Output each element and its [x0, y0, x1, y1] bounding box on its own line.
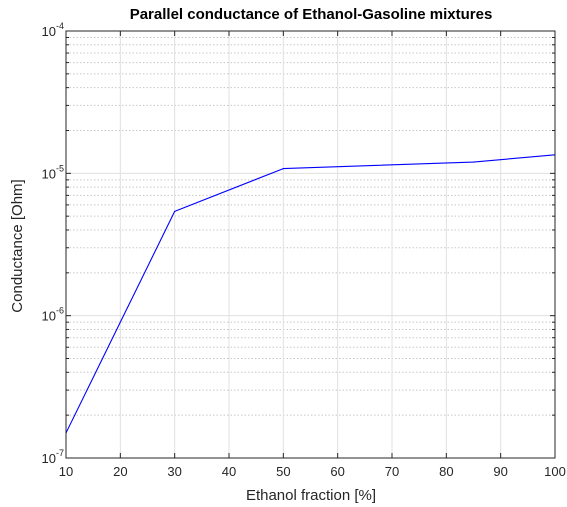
data-point	[174, 210, 176, 213]
x-tick-label: 60	[330, 464, 344, 479]
y-tick-label: 10-7	[42, 448, 64, 466]
y-axis-label: Conductance [Ohm]	[9, 179, 26, 312]
plot-area	[66, 31, 555, 458]
y-tick-label: 10-6	[42, 306, 64, 324]
x-tick-label: 40	[222, 464, 236, 479]
y-tick-label-base: 10	[42, 166, 56, 181]
x-tick-label: 100	[544, 464, 566, 479]
x-tick-label: 30	[167, 464, 181, 479]
data-point	[282, 167, 284, 170]
y-tick-label-base: 10	[42, 309, 56, 324]
x-tick-label: 50	[276, 464, 290, 479]
x-tick-label: 70	[385, 464, 399, 479]
x-tick-label: 10	[59, 464, 73, 479]
y-tick-label-exponent: -7	[56, 448, 64, 458]
y-tick-label-exponent: -5	[56, 163, 64, 173]
x-tick-label: 90	[493, 464, 507, 479]
y-tick-label-base: 10	[42, 451, 56, 466]
axes-box	[65, 30, 556, 459]
data-point	[472, 161, 475, 163]
y-tick-label: 10-5	[42, 163, 64, 181]
y-tick-label: 10-4	[42, 21, 64, 39]
chart-title: Parallel conductance of Ethanol-Gasoline…	[130, 6, 493, 23]
y-tick-label-exponent: -6	[56, 306, 64, 316]
y-tick-label-base: 10	[42, 24, 56, 39]
axes	[65, 30, 556, 459]
x-tick-label: 80	[439, 464, 453, 479]
y-tick-label-exponent: -4	[56, 21, 64, 31]
x-axis-label: Ethanol fraction [%]	[246, 487, 376, 504]
x-tick-label: 20	[113, 464, 127, 479]
grid-lines	[65, 30, 556, 459]
